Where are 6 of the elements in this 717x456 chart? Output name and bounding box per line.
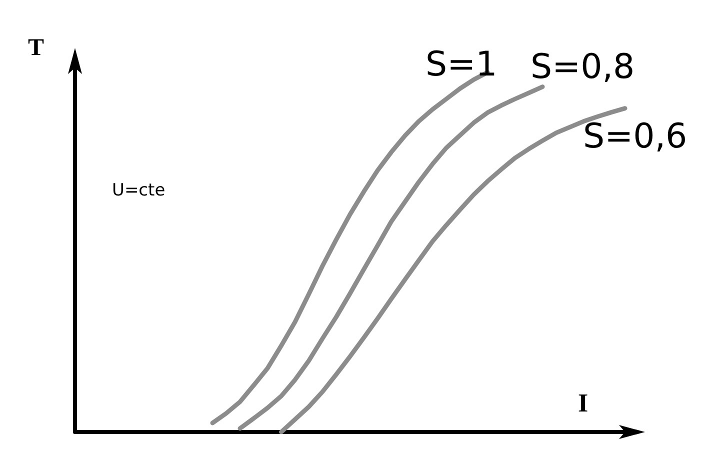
x-axis-title: I: [578, 388, 588, 418]
y-axis-title: T: [28, 35, 44, 61]
series-label: S=0,6: [583, 116, 688, 156]
annotation: U=cte: [112, 180, 166, 200]
series-label: S=1: [426, 44, 498, 84]
series-label: S=0,8: [530, 46, 635, 87]
